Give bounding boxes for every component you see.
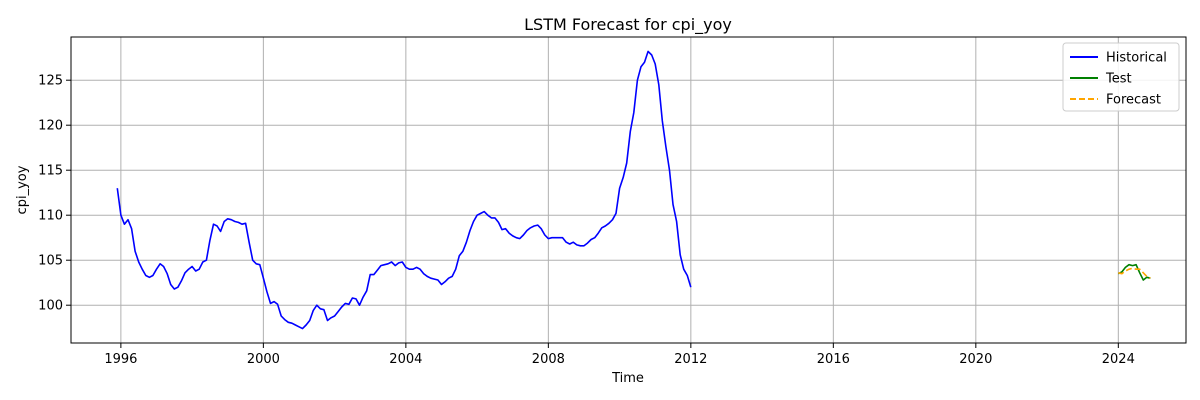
y-tick-label: 105 bbox=[38, 254, 63, 269]
legend: Historical Test Forecast bbox=[1062, 42, 1180, 112]
y-tick-label: 120 bbox=[38, 119, 63, 134]
x-tick-label: 2024 bbox=[1102, 352, 1135, 367]
series-line-forecast bbox=[1118, 267, 1151, 279]
legend-label-forecast: Forecast bbox=[1106, 93, 1161, 108]
series-layer bbox=[116, 50, 1151, 330]
legend-label-test: Test bbox=[1105, 72, 1132, 87]
x-tick-label: 2016 bbox=[817, 352, 850, 367]
series-line-test bbox=[1117, 263, 1151, 281]
y-tick-label: 110 bbox=[38, 209, 63, 224]
y-tick-label: 115 bbox=[38, 164, 63, 179]
x-axis-ticks: 1996 2000 2004 2008 2012 2016 2020 2024 bbox=[104, 343, 1135, 367]
x-tick-label: 2008 bbox=[532, 352, 565, 367]
x-tick-label: 2012 bbox=[674, 352, 707, 367]
grid bbox=[71, 37, 1186, 343]
y-tick-label: 100 bbox=[38, 299, 63, 314]
x-tick-label: 2004 bbox=[389, 352, 422, 367]
y-axis-ticks: 100 105 110 115 120 125 bbox=[38, 74, 71, 314]
x-tick-label: 2020 bbox=[959, 352, 992, 367]
x-tick-label: 2000 bbox=[247, 352, 280, 367]
series-line-historical bbox=[116, 50, 692, 330]
legend-box bbox=[1062, 42, 1180, 112]
chart-title: LSTM Forecast for cpi_yoy bbox=[524, 15, 732, 35]
y-tick-label: 125 bbox=[38, 74, 63, 89]
x-tick-label: 1996 bbox=[104, 352, 137, 367]
plot-frame bbox=[70, 36, 1187, 344]
x-axis-label: Time bbox=[611, 371, 644, 386]
y-axis-label: cpi_yoy bbox=[15, 165, 30, 214]
legend-label-historical: Historical bbox=[1106, 51, 1167, 66]
